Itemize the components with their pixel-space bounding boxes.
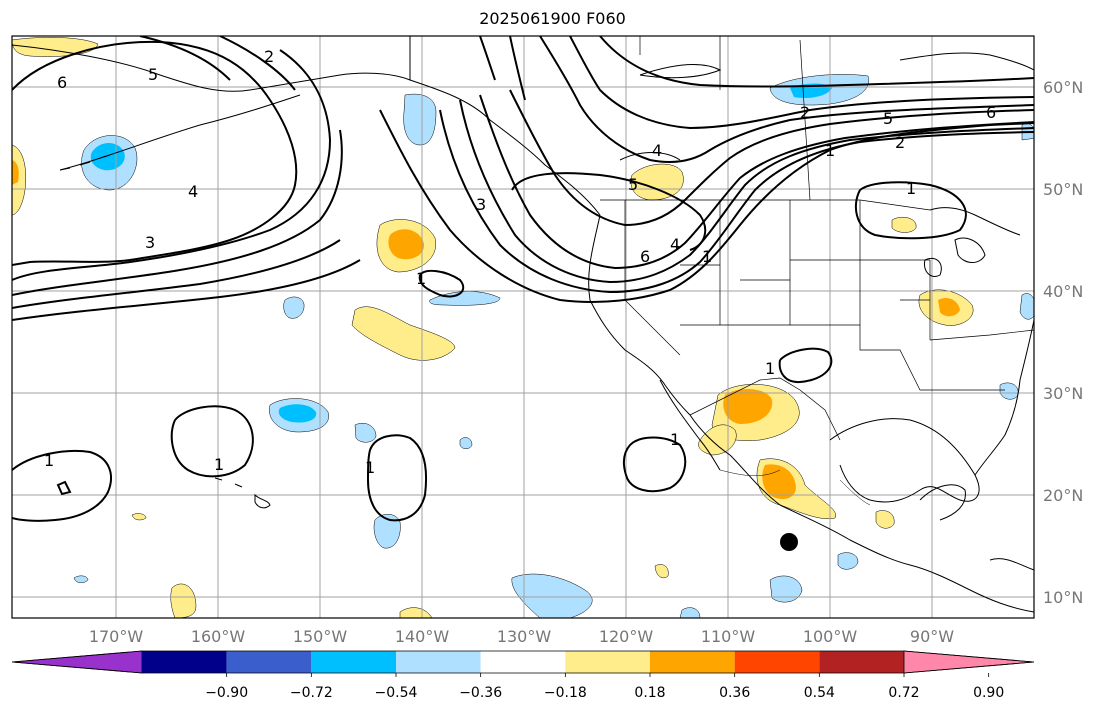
lon-label: 160°W [191, 627, 246, 646]
contour-label: 1 [765, 359, 775, 378]
contour-label: 2 [264, 47, 274, 66]
map-title: 2025061900 F060 [479, 9, 626, 28]
contour-label: 1 [702, 247, 712, 266]
colorbar-segment [734, 651, 820, 673]
colorbar [11, 650, 1035, 677]
colorbar-outline [11, 650, 1035, 674]
contour-label: 3 [476, 195, 486, 214]
colorbar-extend-low [11, 650, 143, 674]
colorbar-segment [819, 651, 904, 673]
colorbar-tick-label: −0.36 [459, 685, 502, 701]
colorbar-tick-label: −0.18 [544, 685, 587, 701]
contour-label: 4 [188, 182, 198, 201]
contour-label: 1 [44, 451, 54, 470]
contour-label: 1 [214, 455, 224, 474]
colorbar-tick-label: −0.90 [205, 685, 248, 701]
positive-anomaly-shading [12, 37, 974, 618]
longitude-labels: 170°W 160°W 150°W 140°W 130°W 120°W 110°… [89, 627, 954, 646]
colorbar-tick-label: 0.36 [719, 685, 750, 701]
contour-label: 2 [800, 103, 810, 122]
contour-label: 5 [148, 65, 158, 84]
lon-label: 150°W [293, 627, 348, 646]
colorbar-tick-label: −0.72 [290, 685, 333, 701]
colorbar-extend-high [903, 650, 1035, 674]
contour-labels: 6 5 2 4 3 1 5 4 3 2 1 6 4 6 5 2 1 1 1 1 … [44, 47, 996, 477]
latitude-labels: 60°N 50°N 40°N 30°N 20°N 10°N [1043, 78, 1083, 607]
contour-label: 6 [57, 73, 67, 92]
contour-label: 4 [652, 141, 662, 160]
map-area [12, 36, 1034, 618]
location-marker [780, 533, 798, 551]
contour-label: 6 [986, 103, 996, 122]
colorbar-tick-label: 0.72 [888, 685, 919, 701]
colorbar-segment [142, 651, 227, 673]
lat-label: 10°N [1043, 588, 1083, 607]
contour-label: 6 [640, 247, 650, 266]
contour-label: 1 [365, 458, 375, 477]
contour-label: 1 [906, 179, 916, 198]
lon-label: 170°W [89, 627, 144, 646]
height-contours [12, 36, 1034, 522]
colorbar-labels: −0.90 −0.72 −0.54 −0.36 −0.18 0.18 0.36 0.54 0.7… [205, 685, 1004, 701]
map-frame [11, 35, 1035, 619]
contour-label: 1 [670, 430, 680, 449]
lat-label: 50°N [1043, 180, 1083, 199]
graticule [12, 36, 1034, 618]
colorbar-tick-label: 0.90 [973, 685, 1004, 701]
lon-label: 140°W [395, 627, 450, 646]
colorbar-segment [396, 651, 481, 673]
lat-label: 40°N [1043, 282, 1083, 301]
lat-label: 30°N [1043, 384, 1083, 403]
colorbar-tick-label: 0.18 [634, 685, 665, 701]
contour-label: 1 [825, 141, 835, 160]
colorbar-tick-label: 0.54 [804, 685, 835, 701]
colorbar-tick-label: −0.54 [375, 685, 418, 701]
colorbar-segment [311, 651, 396, 673]
lon-label: 120°W [599, 627, 654, 646]
lon-label: 90°W [910, 627, 954, 646]
colorbar-segment [226, 651, 312, 673]
contour-label: 2 [895, 133, 905, 152]
colorbar-segment [650, 651, 735, 673]
lon-label: 110°W [701, 627, 756, 646]
contour-label: 1 [416, 269, 426, 288]
coastlines [12, 36, 1034, 613]
colorbar-segment [480, 651, 566, 673]
mexico-states [719, 469, 871, 506]
contour-label: 3 [145, 233, 155, 252]
contour-label: 5 [883, 109, 893, 128]
colorbar-segment [565, 651, 650, 673]
lat-label: 60°N [1043, 78, 1083, 97]
contour-label: 4 [670, 235, 680, 254]
contour-label: 5 [628, 175, 638, 194]
lat-label: 20°N [1043, 486, 1083, 505]
lon-label: 130°W [497, 627, 552, 646]
lon-label: 100°W [803, 627, 858, 646]
